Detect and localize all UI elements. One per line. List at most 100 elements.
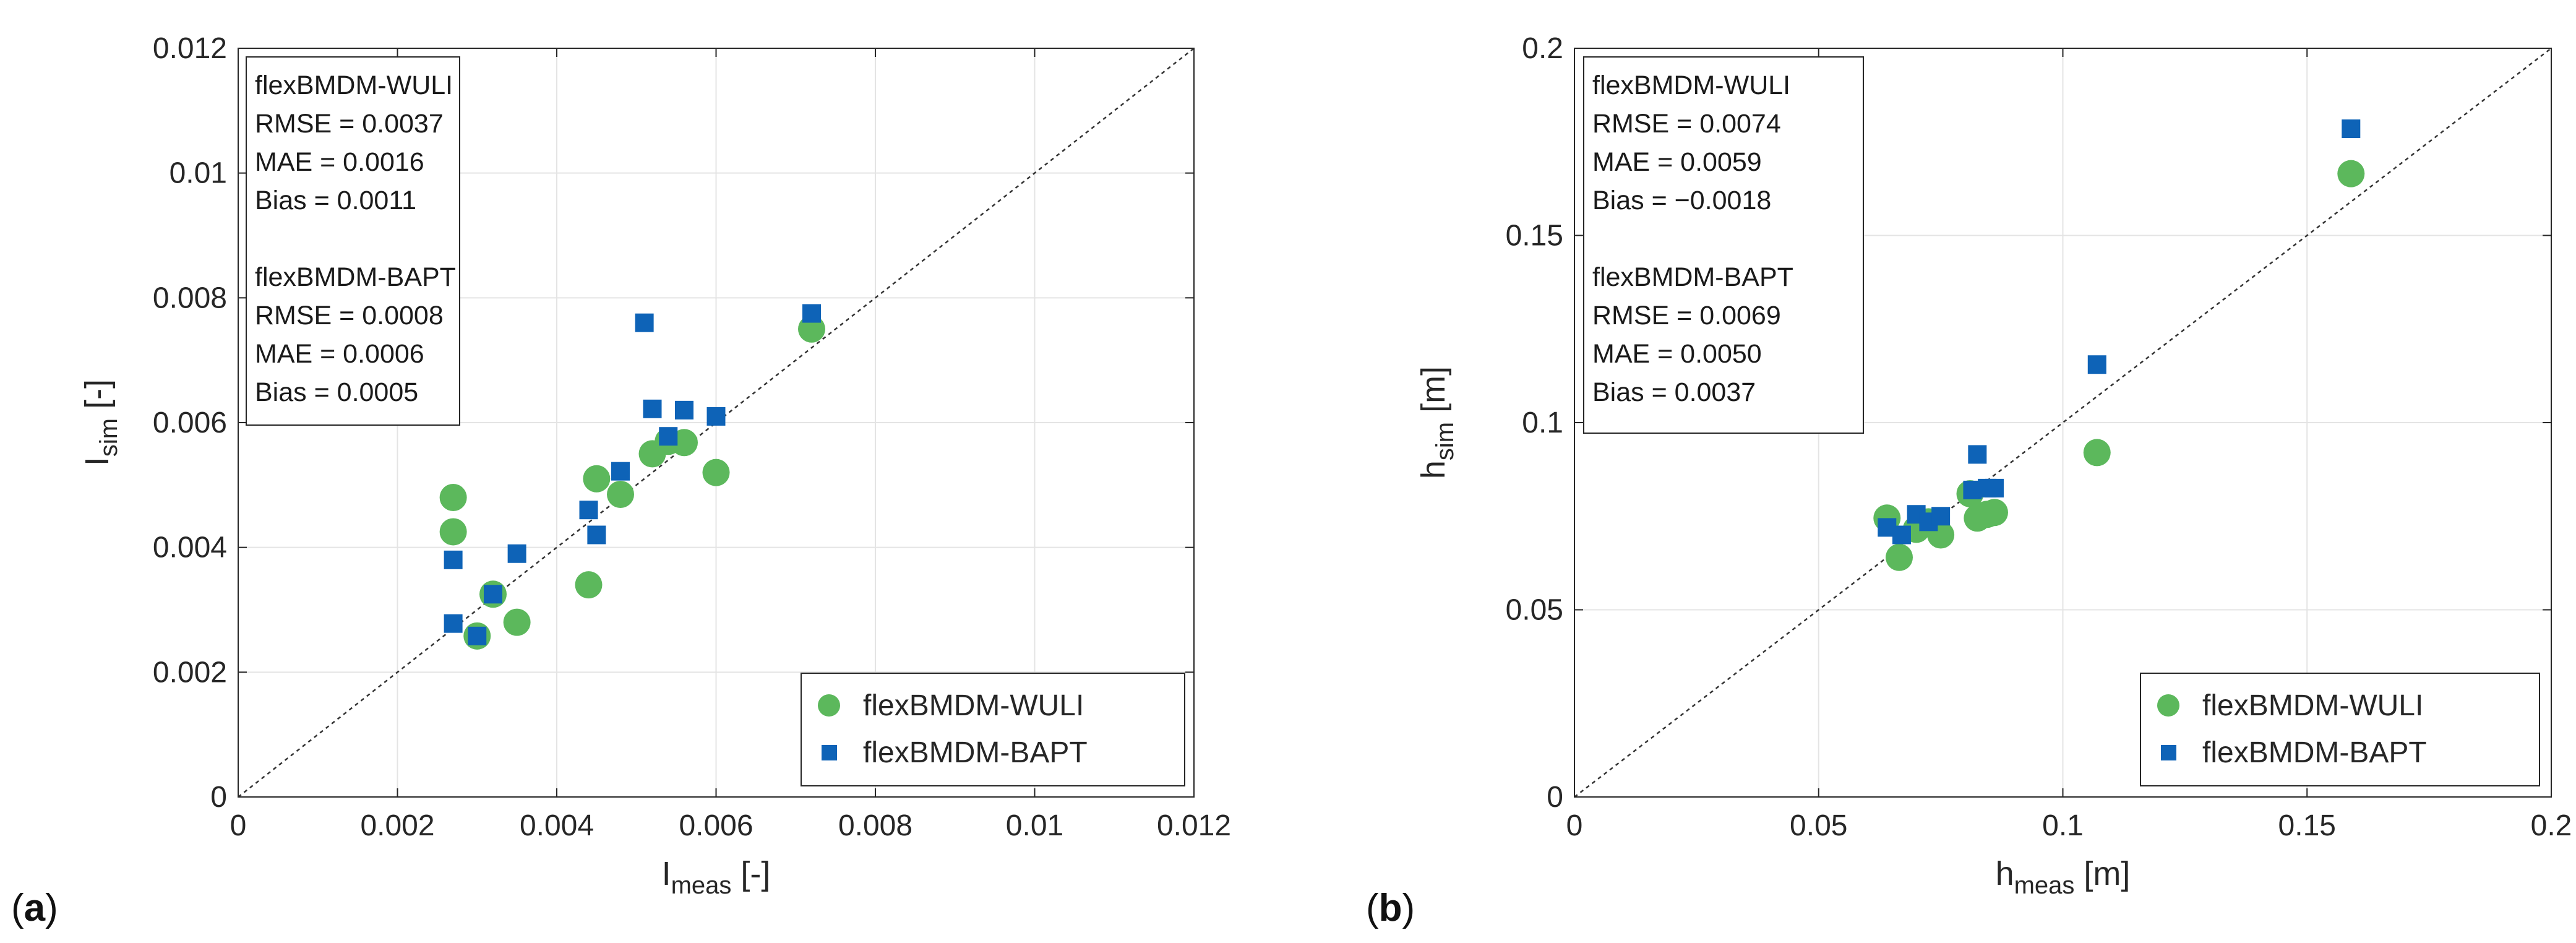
bapt-point <box>579 501 598 520</box>
panel-label-b-close: ) <box>1402 887 1415 929</box>
x-tick-label: 0.05 <box>1790 809 1847 842</box>
panel-b: 0 0.05 0.1 0.15 0.200.050.10.150.2 hmeas [m]… <box>1366 32 2572 929</box>
ticks-a: 0 0.002 0.004 0.006 0.008 0.01 0.012 0 0.002 0.00… <box>153 32 1231 842</box>
legend-wuli-label-b: flexBMDM-WULI <box>2202 689 2423 722</box>
wuli-point <box>1886 543 1913 571</box>
bapt-point <box>675 400 693 420</box>
stats-bapt-title-a: flexBMDM-BAPT <box>255 262 456 292</box>
bapt-point <box>1985 478 2004 497</box>
y-tick-label: 0.002 <box>153 656 227 689</box>
bapt-point <box>643 399 662 418</box>
y-tick-label: 0.01 <box>170 157 227 190</box>
x-axis-label-unit-a: [-] <box>731 855 770 892</box>
wuli-point <box>439 484 467 511</box>
y-axis-label-unit-a: [-] <box>79 379 116 418</box>
panel-label-a-open: ( <box>11 887 24 929</box>
stats-wuli-rmse-b: RMSE = 0.0074 <box>1592 109 1781 139</box>
y-tick-label: 0.006 <box>153 407 227 439</box>
x-axis-label-unit-b: [m] <box>2074 855 2130 892</box>
y-axis-label-b: hsim [m] <box>1415 366 1459 479</box>
y-axis-label-base-a: I <box>79 457 116 466</box>
stats-bapt-bias-b: Bias = 0.0037 <box>1592 377 1756 407</box>
y-tick-label: 0.2 <box>1522 32 1563 65</box>
diagonal-line-b <box>1574 48 2552 798</box>
x-axis-label-a: Imeas [-] <box>662 855 771 899</box>
bapt-point <box>802 304 821 323</box>
stats-bapt-mae-a: MAE = 0.0006 <box>255 339 424 369</box>
bapt-point <box>611 462 630 481</box>
wuli-point <box>575 571 603 599</box>
x-tick-label: 0.01 <box>1006 809 1063 842</box>
y-tick-label: 0.1 <box>1522 407 1563 439</box>
bapt-point <box>1968 445 1987 464</box>
legend-a: flexBMDM-WULI flexBMDM-BAPT <box>801 673 1185 786</box>
x-axis-label-base-a: I <box>662 855 671 892</box>
bapt-point <box>706 407 726 426</box>
legend-b: flexBMDM-WULI flexBMDM-BAPT <box>2140 673 2540 786</box>
y-tick-label: 0 <box>210 781 227 814</box>
x-axis-label-sub-b: meas <box>2014 872 2075 899</box>
bapt-point <box>1931 507 1951 526</box>
bapt-point <box>2087 355 2106 374</box>
panel-label-b: (b) <box>1366 887 1415 929</box>
x-tick-label: 0 <box>1566 809 1583 842</box>
stats-wuli-rmse-a: RMSE = 0.0037 <box>255 109 444 139</box>
panel-label-b-open: ( <box>1366 887 1379 929</box>
stats-bapt-mae-b: MAE = 0.0050 <box>1592 339 1762 369</box>
wuli-point <box>1980 499 2008 527</box>
wuli-point <box>607 480 634 508</box>
wuli-point <box>2083 439 2111 467</box>
wuli-point <box>503 608 531 636</box>
wuli-point <box>583 465 611 493</box>
stats-box-frame-a <box>246 56 460 426</box>
bapt-point <box>468 626 487 645</box>
panel-label-a-close: ) <box>45 887 58 929</box>
stats-bapt-bias-a: Bias = 0.0005 <box>255 377 418 407</box>
x-tick-label: 0.15 <box>2278 809 2336 842</box>
stats-box-a: flexBMDM-WULI RMSE = 0.0037 MAE = 0.0016… <box>246 56 460 426</box>
bapt-point <box>1892 525 1911 545</box>
legend-bapt-marker-a <box>822 745 837 760</box>
x-axis-label-b: hmeas [m] <box>1996 855 2131 899</box>
points-a <box>439 304 825 650</box>
wuli-point <box>439 518 467 546</box>
bapt-point <box>635 313 654 332</box>
bapt-point <box>484 585 502 604</box>
stats-wuli-mae-b: MAE = 0.0059 <box>1592 147 1762 177</box>
stats-wuli-title-a: flexBMDM-WULI <box>255 71 453 100</box>
stats-wuli-title-b: flexBMDM-WULI <box>1592 71 1790 100</box>
x-tick-label: 0.002 <box>360 809 434 842</box>
bapt-point <box>659 427 678 446</box>
x-tick-label: 0 <box>230 809 247 842</box>
y-tick-label: 0.008 <box>153 282 227 314</box>
y-tick-label: 0.05 <box>1506 594 1563 627</box>
x-axis-label-sub-a: meas <box>671 872 732 899</box>
wuli-point <box>702 459 730 486</box>
bapt-point <box>444 550 463 569</box>
y-tick-label: 0.012 <box>153 32 227 65</box>
legend-wuli-label-a: flexBMDM-WULI <box>863 689 1084 722</box>
panel-label-a: (a) <box>11 887 58 929</box>
legend-bapt-label-b: flexBMDM-BAPT <box>2202 736 2427 769</box>
one-to-one-line <box>1574 48 2552 798</box>
points-b <box>1873 119 2365 571</box>
panel-a: 0 0.002 0.004 0.006 0.008 0.01 0.012 0 0.002 0.00… <box>11 32 1231 929</box>
legend-frame-b <box>2140 673 2540 786</box>
y-axis-label-a: Isim [-] <box>79 379 122 466</box>
ticks-b: 0 0.05 0.1 0.15 0.2 0 0.05 0.1 0.15 0.2 <box>1506 32 2572 842</box>
legend-bapt-label-a: flexBMDM-BAPT <box>863 736 1088 769</box>
x-axis-label-base-b: h <box>1996 855 2014 892</box>
x-tick-label: 0.008 <box>838 809 912 842</box>
stats-wuli-mae-a: MAE = 0.0016 <box>255 147 424 177</box>
y-axis-label-unit-b: [m] <box>1415 366 1452 422</box>
x-tick-label: 0.004 <box>520 809 594 842</box>
legend-bapt-marker-b <box>2161 745 2176 760</box>
one-to-one-line <box>238 48 1195 798</box>
y-axis-label-base-b: h <box>1415 460 1452 479</box>
wuli-point <box>2337 160 2365 187</box>
panel-label-b-letter: b <box>1379 887 1402 929</box>
stats-bapt-title-b: flexBMDM-BAPT <box>1592 262 1793 292</box>
y-tick-label: 0.004 <box>153 532 227 564</box>
x-tick-label: 0.012 <box>1157 809 1231 842</box>
